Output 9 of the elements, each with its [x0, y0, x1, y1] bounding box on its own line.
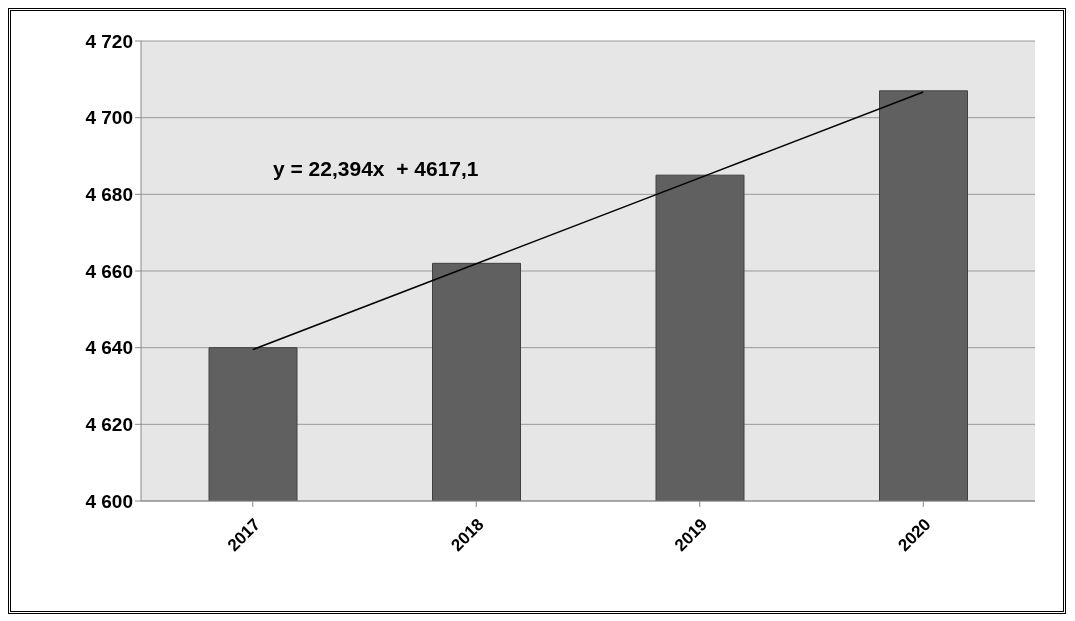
y-tick-label: 4 700 [85, 107, 133, 129]
y-tick-label: 4 600 [85, 490, 133, 512]
y-tick-label: 4 640 [85, 337, 133, 359]
line-series [252, 91, 924, 351]
y-tick-label: 4 720 [85, 30, 133, 52]
y-tick-label: 4 660 [85, 260, 133, 282]
y-tick-label: 4 620 [85, 414, 133, 436]
y-tick-label: 4 680 [85, 184, 133, 206]
annotation: y = 22,394x + 4617,1 [273, 157, 479, 181]
